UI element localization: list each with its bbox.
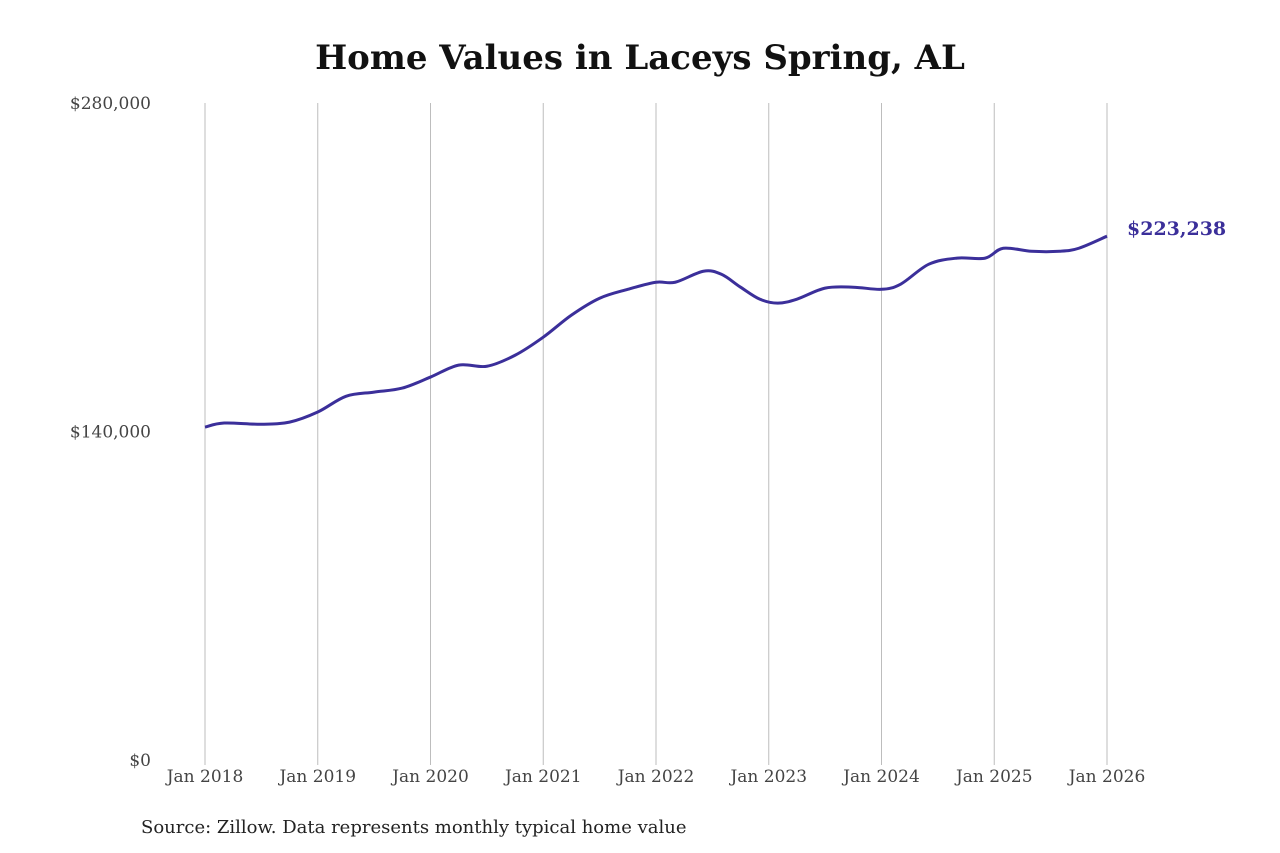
chart-title: Home Values in Laceys Spring, AL: [315, 38, 965, 78]
x-tick-label: Jan 2019: [277, 767, 356, 787]
x-tick-label: Jan 2022: [616, 767, 695, 787]
x-tick-label: Jan 2025: [954, 767, 1033, 787]
x-tick-label: Jan 2024: [841, 767, 920, 787]
x-tick-label: Jan 2018: [165, 767, 244, 787]
x-tick-label: Jan 2026: [1067, 767, 1146, 787]
source-note: Source: Zillow. Data represents monthly …: [141, 817, 687, 838]
x-tick-label: Jan 2021: [503, 767, 582, 787]
end-value-label: $223,238: [1127, 218, 1226, 240]
y-tick-label: $140,000: [70, 423, 151, 443]
y-tick-label: $0: [129, 751, 151, 771]
x-tick-label: Jan 2023: [728, 767, 807, 787]
x-tick-label: Jan 2020: [390, 767, 469, 787]
series-line: [204, 234, 1108, 429]
y-tick-label: $280,000: [70, 94, 151, 114]
